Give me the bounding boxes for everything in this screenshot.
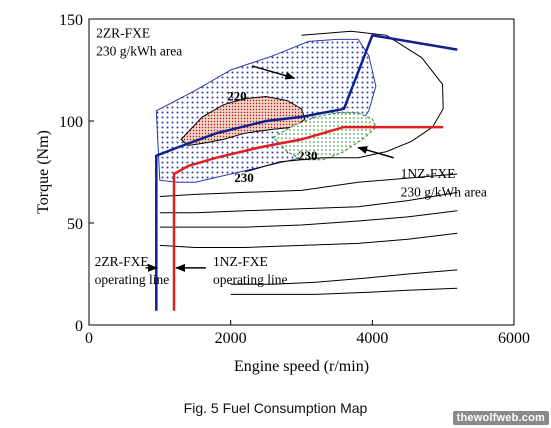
- operating-lines: [155, 34, 458, 311]
- efficiency-region-1: [180, 95, 306, 147]
- fuel-contour-4: [159, 232, 458, 248]
- chart-annotations: 2ZR-FXE 230 g/kWh area 220 230 230 1NZ-FXE 230…: [95, 25, 487, 287]
- y-tick-label: 100: [59, 114, 83, 131]
- site-watermark: thewolfweb.com: [452, 411, 549, 425]
- efficiency-region-2: [272, 112, 377, 161]
- chart-annotation: 230: [298, 148, 318, 163]
- x-tick-label: 6000: [498, 330, 530, 347]
- annotation-arrows: [145, 65, 394, 272]
- fuel-consumption-chart: 0 2000 4000 6000 0 50 100 150 2ZR-FXE 230 g/kWh …: [35, 12, 530, 375]
- chart-annotation: 1NZ-FXE: [401, 166, 456, 181]
- fuel-contour-5: [230, 269, 458, 285]
- x-tick-label: 0: [85, 330, 93, 347]
- chart-annotation: 220: [227, 89, 247, 104]
- figure-caption: Fig. 5 Fuel Consumption Map: [183, 400, 368, 416]
- chart-annotation: 2ZR-FXE: [96, 25, 150, 40]
- axis-ticks: 0 2000 4000 6000 0 50 100 150: [59, 12, 530, 347]
- chart-annotation: 230 g/kWh area: [96, 44, 182, 59]
- operating-line-1: [172, 125, 444, 311]
- fuel-contour-1: [159, 173, 458, 197]
- x-tick-label: 2000: [215, 330, 247, 347]
- annotation-arrow-1: [357, 146, 394, 159]
- annotation-arrow-0: [251, 65, 296, 80]
- operating-line-0: [155, 34, 458, 311]
- y-tick-label: 150: [59, 12, 83, 29]
- y-axis-label: Torque (Nm): [35, 130, 52, 214]
- x-tick-label: 4000: [356, 330, 388, 347]
- plot-frame: [88, 18, 515, 326]
- chart-annotation: 230: [234, 170, 254, 185]
- chart-annotation: 1NZ-FXE: [213, 254, 268, 269]
- chart-annotation: 230 g/kWh area: [401, 184, 487, 199]
- chart-annotation: operating line: [213, 272, 288, 287]
- fuel-contour-6: [230, 287, 458, 295]
- x-axis-label: Engine speed (r/min): [234, 358, 369, 375]
- chart-annotation: operating line: [95, 272, 170, 287]
- y-tick-label: 50: [67, 216, 83, 233]
- chart-annotation: 2ZR-FXE: [95, 254, 149, 269]
- fuel-contour-2: [159, 191, 458, 214]
- efficiency-regions: [155, 38, 377, 183]
- y-tick-label: 0: [75, 318, 83, 335]
- fuel-contour-3: [159, 210, 458, 228]
